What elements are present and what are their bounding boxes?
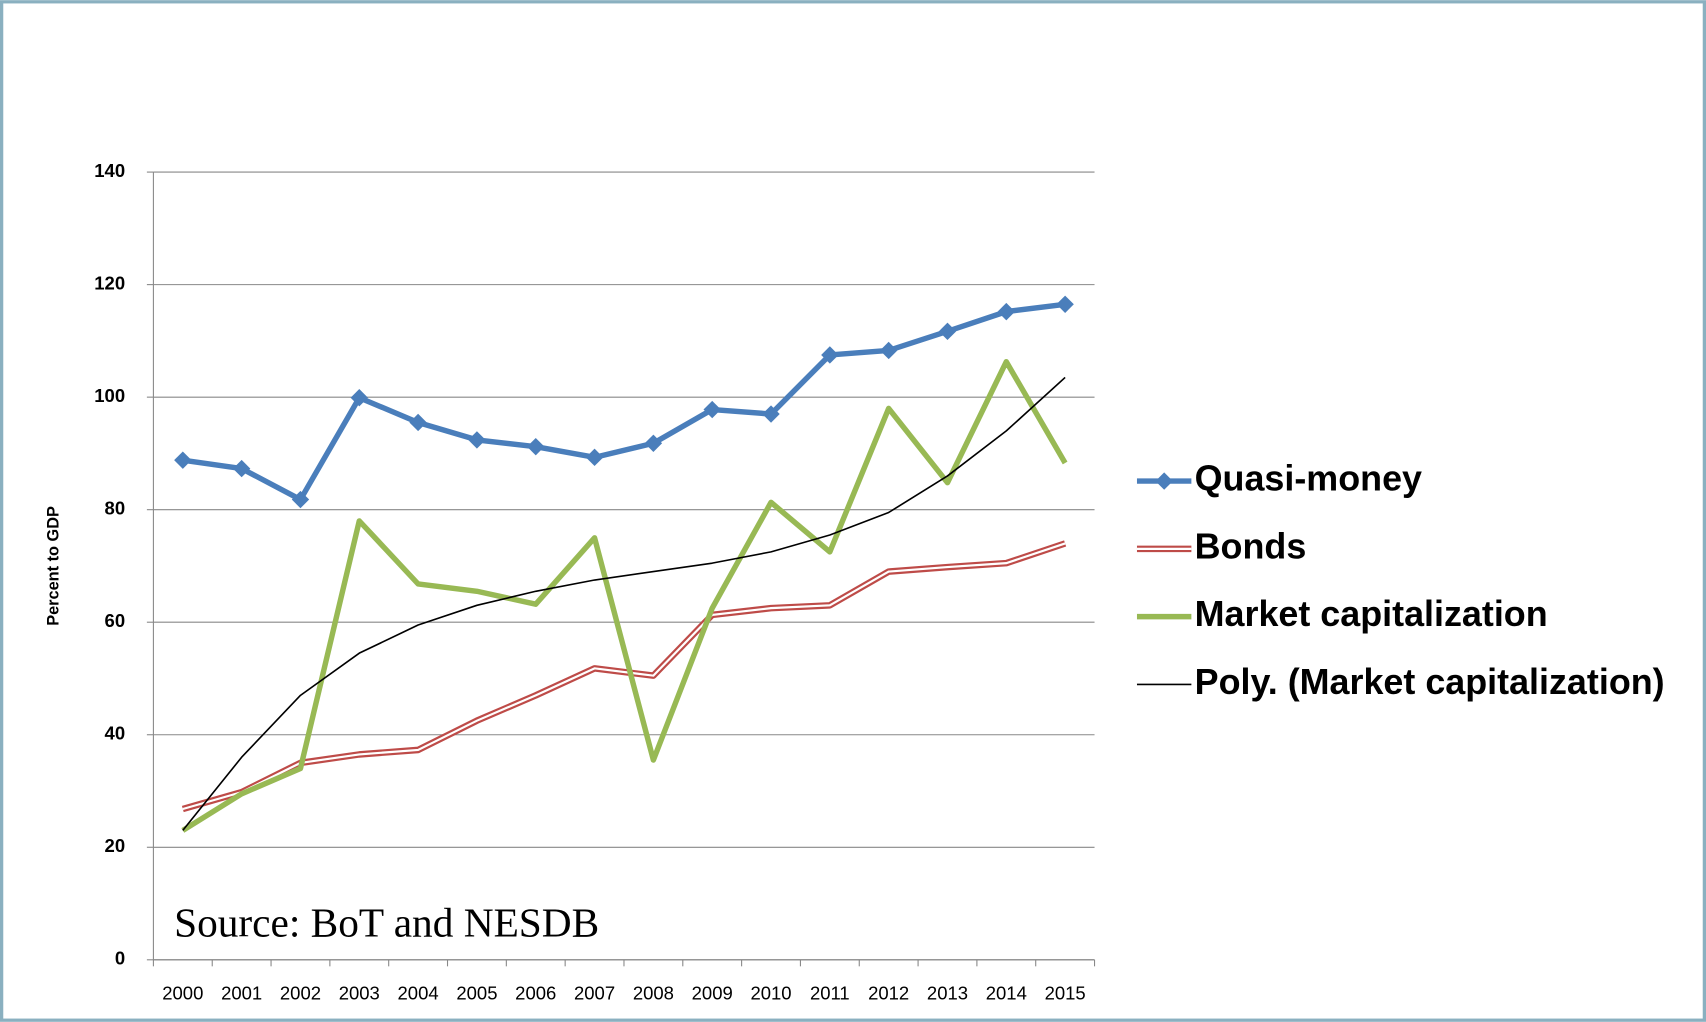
x-tick-label: 2001 (221, 983, 262, 1004)
y-tick-label: 120 (94, 273, 125, 294)
marker (644, 434, 663, 452)
marker (703, 400, 721, 419)
y-axis-title: Percent to GDP (45, 506, 63, 626)
marker (232, 459, 251, 478)
y-tick-label: 60 (105, 610, 126, 631)
x-tick-label: 2000 (162, 983, 203, 1004)
x-tick-label: 2003 (339, 983, 380, 1004)
legend-label: Quasi-money (1195, 459, 1422, 499)
annotation: Source: BoT and NESDB (174, 900, 599, 946)
marker (879, 341, 898, 360)
x-tick-label: 2005 (456, 983, 497, 1004)
series-line-inner (182, 542, 1066, 811)
marker (468, 431, 486, 449)
marker (821, 346, 839, 364)
y-tick-label: 140 (94, 160, 125, 181)
x-tick-label: 2006 (515, 983, 556, 1004)
x-tick-label: 2012 (868, 983, 909, 1004)
y-tick-label: 100 (94, 385, 125, 406)
marker (1056, 295, 1074, 314)
marker (527, 437, 545, 456)
series-line (181, 358, 1068, 833)
series-line (182, 301, 1066, 503)
marker (585, 448, 604, 467)
y-tick-label: 40 (105, 723, 126, 744)
x-tick-label: 2013 (927, 983, 968, 1004)
marker (174, 451, 192, 469)
marker (350, 389, 368, 407)
x-tick-label: 2015 (1045, 983, 1086, 1004)
legend-label: Market capitalization (1195, 594, 1548, 634)
x-tick-label: 2008 (633, 983, 674, 1004)
legend-marker (1155, 472, 1173, 490)
marker (291, 490, 310, 509)
x-tick-label: 2014 (986, 983, 1027, 1004)
legend-label: Bonds (1195, 526, 1307, 566)
x-tick-label: 2004 (398, 983, 439, 1004)
x-tick-label: 2007 (574, 983, 615, 1004)
x-tick-label: 2002 (280, 983, 321, 1004)
y-tick-label: 0 (115, 948, 125, 969)
x-tick-label: 2011 (810, 983, 850, 1004)
marker (997, 302, 1016, 321)
marker (762, 405, 780, 423)
marker (409, 413, 427, 432)
marker (938, 322, 957, 341)
y-tick-label: 80 (105, 498, 126, 519)
x-tick-label: 2010 (750, 983, 791, 1004)
y-tick-label: 20 (105, 835, 126, 856)
legend-label: Poly. (Market capitalization) (1195, 662, 1665, 702)
series-line (182, 376, 1066, 831)
x-tick-label: 2009 (692, 983, 733, 1004)
